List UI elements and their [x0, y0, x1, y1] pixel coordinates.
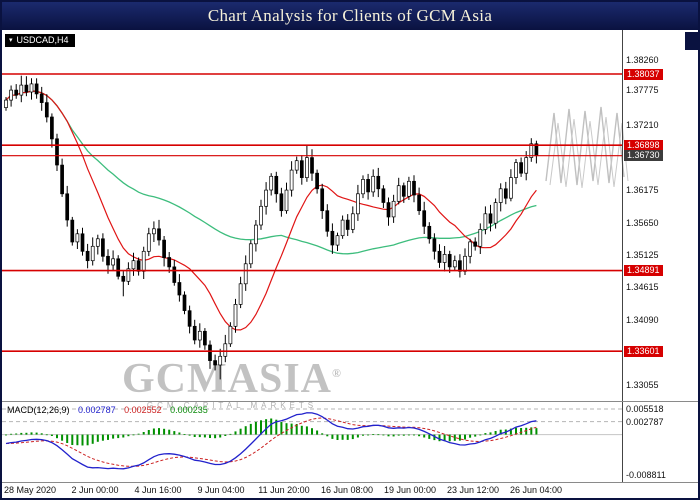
- macd-label: MACD(12,26,9): [7, 405, 70, 415]
- macd-axis-label: 0.002787: [626, 416, 664, 427]
- price-line-label: 1.38037: [624, 68, 663, 80]
- macd-axis: 0.005518 0.002787 -0.008811: [624, 403, 696, 481]
- price-axis: 1.38260 1.37775 1.37210 1.36175 1.35650 1.351…: [624, 32, 696, 400]
- macd-main-value: 0.002787: [78, 405, 116, 415]
- price-tick-label: 1.35125: [626, 250, 659, 261]
- price-tick-label: 1.34090: [626, 315, 659, 326]
- time-axis-label: 16 Jun 08:00: [320, 485, 374, 495]
- macd-axis-label: 0.005518: [626, 403, 664, 414]
- price-chart-plot[interactable]: [2, 32, 622, 400]
- macd-main-line: [5, 412, 537, 470]
- macd-histogram: [5, 418, 538, 446]
- price-tick-label: 1.34615: [626, 282, 659, 293]
- price-line-label: 1.33601: [624, 345, 663, 357]
- macd-axis-label: -0.008811: [626, 470, 666, 481]
- panel-divider[interactable]: [2, 401, 698, 402]
- time-axis-label: 28 May 2020: [4, 485, 57, 495]
- price-tick-label: 1.37775: [626, 84, 659, 95]
- symbol-label: ▾ USDCAD,H4: [5, 34, 75, 47]
- price-line-label: 1.36898: [624, 139, 663, 151]
- watermark-signature: [545, 106, 629, 189]
- current-price-label: 1.36730: [624, 150, 663, 162]
- price-line-label: 1.34891: [624, 265, 663, 277]
- macd-header: MACD(12,26,9) 0.002787 0.002552 0.000235: [7, 405, 214, 415]
- scrollbar-corner[interactable]: [685, 32, 698, 50]
- macd-signal-line: [5, 417, 537, 467]
- chevron-down-icon: ▾: [9, 37, 13, 44]
- price-tick-label: 1.38260: [626, 54, 659, 65]
- time-axis: 28 May 2020 2 Jun 00:00 4 Jun 16:00 9 Jun 0…: [2, 485, 698, 498]
- macd-indicator-plot[interactable]: [2, 403, 622, 481]
- axis-divider-vertical: [622, 30, 623, 482]
- price-tick-label: 1.37210: [626, 120, 659, 131]
- time-axis-label: 9 Jun 04:00: [197, 485, 245, 495]
- macd-histogram-value: 0.000235: [170, 405, 208, 415]
- macd-grid-lines: [2, 408, 622, 436]
- title-bar: Chart Analysis for Clients of GCM Asia: [2, 2, 698, 30]
- candles: [4, 75, 539, 380]
- chart-area[interactable]: ▾ USDCAD,H4 GCMASIA® GCM CAPITAL MARKETS…: [2, 30, 698, 498]
- time-axis-label: 4 Jun 16:00: [134, 485, 182, 495]
- page-title: Chart Analysis for Clients of GCM Asia: [207, 6, 493, 25]
- time-axis-label: 19 Jun 00:00: [383, 485, 437, 495]
- time-axis-label: 26 Jun 04:00: [509, 485, 563, 495]
- macd-signal-value: 0.002552: [124, 405, 162, 415]
- time-axis-label: 11 Jun 20:00: [258, 485, 310, 495]
- time-axis-divider: [2, 482, 698, 483]
- support-resistance-lines[interactable]: [2, 73, 622, 353]
- ma-fast-line: [5, 90, 537, 331]
- time-axis-label: 2 Jun 00:00: [71, 485, 119, 495]
- price-tick-label: 1.36175: [626, 184, 659, 195]
- time-axis-label: 23 Jun 12:00: [446, 485, 500, 495]
- symbol-timeframe-text: USDCAD,H4: [16, 35, 69, 45]
- price-tick-label: 1.35650: [626, 217, 659, 228]
- ma-slow-line: [5, 90, 537, 255]
- price-tick-label: 1.33055: [626, 379, 659, 390]
